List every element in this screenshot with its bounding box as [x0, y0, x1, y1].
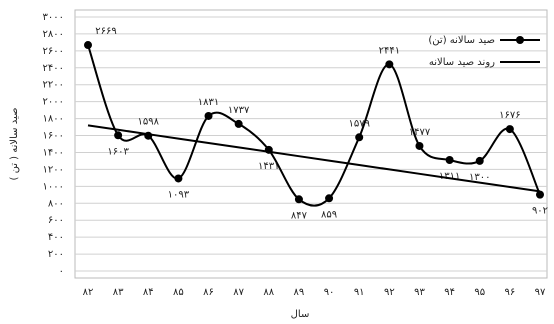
x-tick-label: ۹۶	[504, 287, 515, 298]
y-tick-label: ۱۶۰۰	[43, 131, 64, 142]
data-point	[114, 131, 123, 140]
data-label: ۱۶۰۳	[107, 146, 129, 157]
data-label: ۱۵۹۸	[138, 117, 160, 128]
data-label: ۱۶۷۶	[499, 110, 520, 121]
x-tick-label: ۸۴	[143, 287, 154, 298]
y-tick-label: ۲۲۰۰	[43, 80, 64, 91]
data-label: ۱۸۳۱	[198, 97, 219, 108]
data-point	[234, 119, 243, 128]
data-point	[505, 125, 514, 134]
data-label: ۱۷۳۷	[228, 105, 250, 116]
y-tick-label: ۳۰۰۰	[43, 12, 64, 23]
x-tick-label: ۹۴	[444, 287, 455, 298]
data-point	[174, 174, 183, 183]
data-label: ۲۶۶۹	[95, 26, 116, 37]
data-label: ۱۴۷۷	[409, 127, 431, 138]
y-tick-label: ۱۴۰۰	[43, 147, 64, 158]
y-axis-label: صید سالانه ( تن )	[9, 108, 20, 181]
plot-frame	[74, 9, 548, 279]
legend-box	[405, 28, 545, 72]
data-point	[475, 156, 484, 165]
x-tick-label: ۹۳	[414, 287, 425, 298]
x-tick-label: ۸۳	[113, 287, 124, 298]
y-tick-label: ۲۸۰۰	[43, 29, 64, 40]
data-label: ۲۴۴۱	[379, 45, 400, 56]
y-tick-label: ۴۰۰	[48, 232, 64, 243]
data-point	[204, 111, 213, 120]
y-tick-label: ۲۰۰۰	[43, 97, 64, 108]
y-tick-label: ۲۰۰	[48, 249, 64, 260]
data-line	[87, 44, 541, 207]
legend-marker	[516, 36, 524, 44]
trend-line	[87, 124, 541, 193]
y-tick-label: ۲۴۰۰	[43, 63, 64, 74]
y-tick-label: ۱۰۰۰	[43, 181, 64, 192]
data-label: ۱۳۱۱	[439, 171, 460, 182]
x-tick-label: ۸۶	[203, 287, 214, 298]
data-label: ۱۴۳۱	[258, 161, 279, 172]
data-label: ۸۵۹	[321, 209, 337, 220]
x-tick-label: ۸۵	[173, 287, 184, 298]
legend-label: صید سالانه (تن)	[428, 35, 495, 46]
data-label: ۱۵۷۹	[348, 118, 369, 129]
x-tick-label: ۹۷	[535, 287, 546, 298]
data-point	[355, 133, 364, 142]
data-point	[445, 156, 454, 165]
y-tick-label: ۲۶۰۰	[43, 46, 64, 57]
y-tick-label: ۱۲۰۰	[43, 164, 64, 175]
y-tick-label: ۶۰۰	[48, 215, 64, 226]
data-point	[84, 41, 92, 50]
x-tick-label: ۸۲	[83, 287, 94, 298]
data-point	[385, 60, 394, 69]
y-tick-label: ۸۰۰	[48, 198, 64, 209]
data-point	[536, 190, 544, 199]
x-axis-label: سال	[291, 309, 310, 320]
data-point	[294, 195, 303, 204]
x-tick-label: ۹۰	[324, 287, 335, 298]
data-label: ۱۳۰۰	[469, 172, 490, 183]
data-label: ۹۰۲	[532, 206, 548, 217]
data-label: ۱۰۹۳	[168, 189, 190, 200]
x-tick-label: ۸۷	[233, 287, 244, 298]
x-tick-label: ۸۸	[263, 287, 274, 298]
data-label: ۸۴۷	[291, 210, 308, 221]
data-point	[325, 194, 334, 203]
data-point	[415, 141, 424, 150]
y-tick-label: ۰	[59, 266, 64, 277]
x-tick-label: ۹۵	[474, 287, 485, 298]
x-tick-label: ۹۱	[354, 287, 365, 298]
y-tick-label: ۱۸۰۰	[43, 114, 64, 125]
x-tick-label: ۹۲	[384, 287, 395, 298]
legend-label: روند صید سالانه	[429, 57, 495, 68]
x-tick-label: ۸۹	[294, 287, 305, 298]
